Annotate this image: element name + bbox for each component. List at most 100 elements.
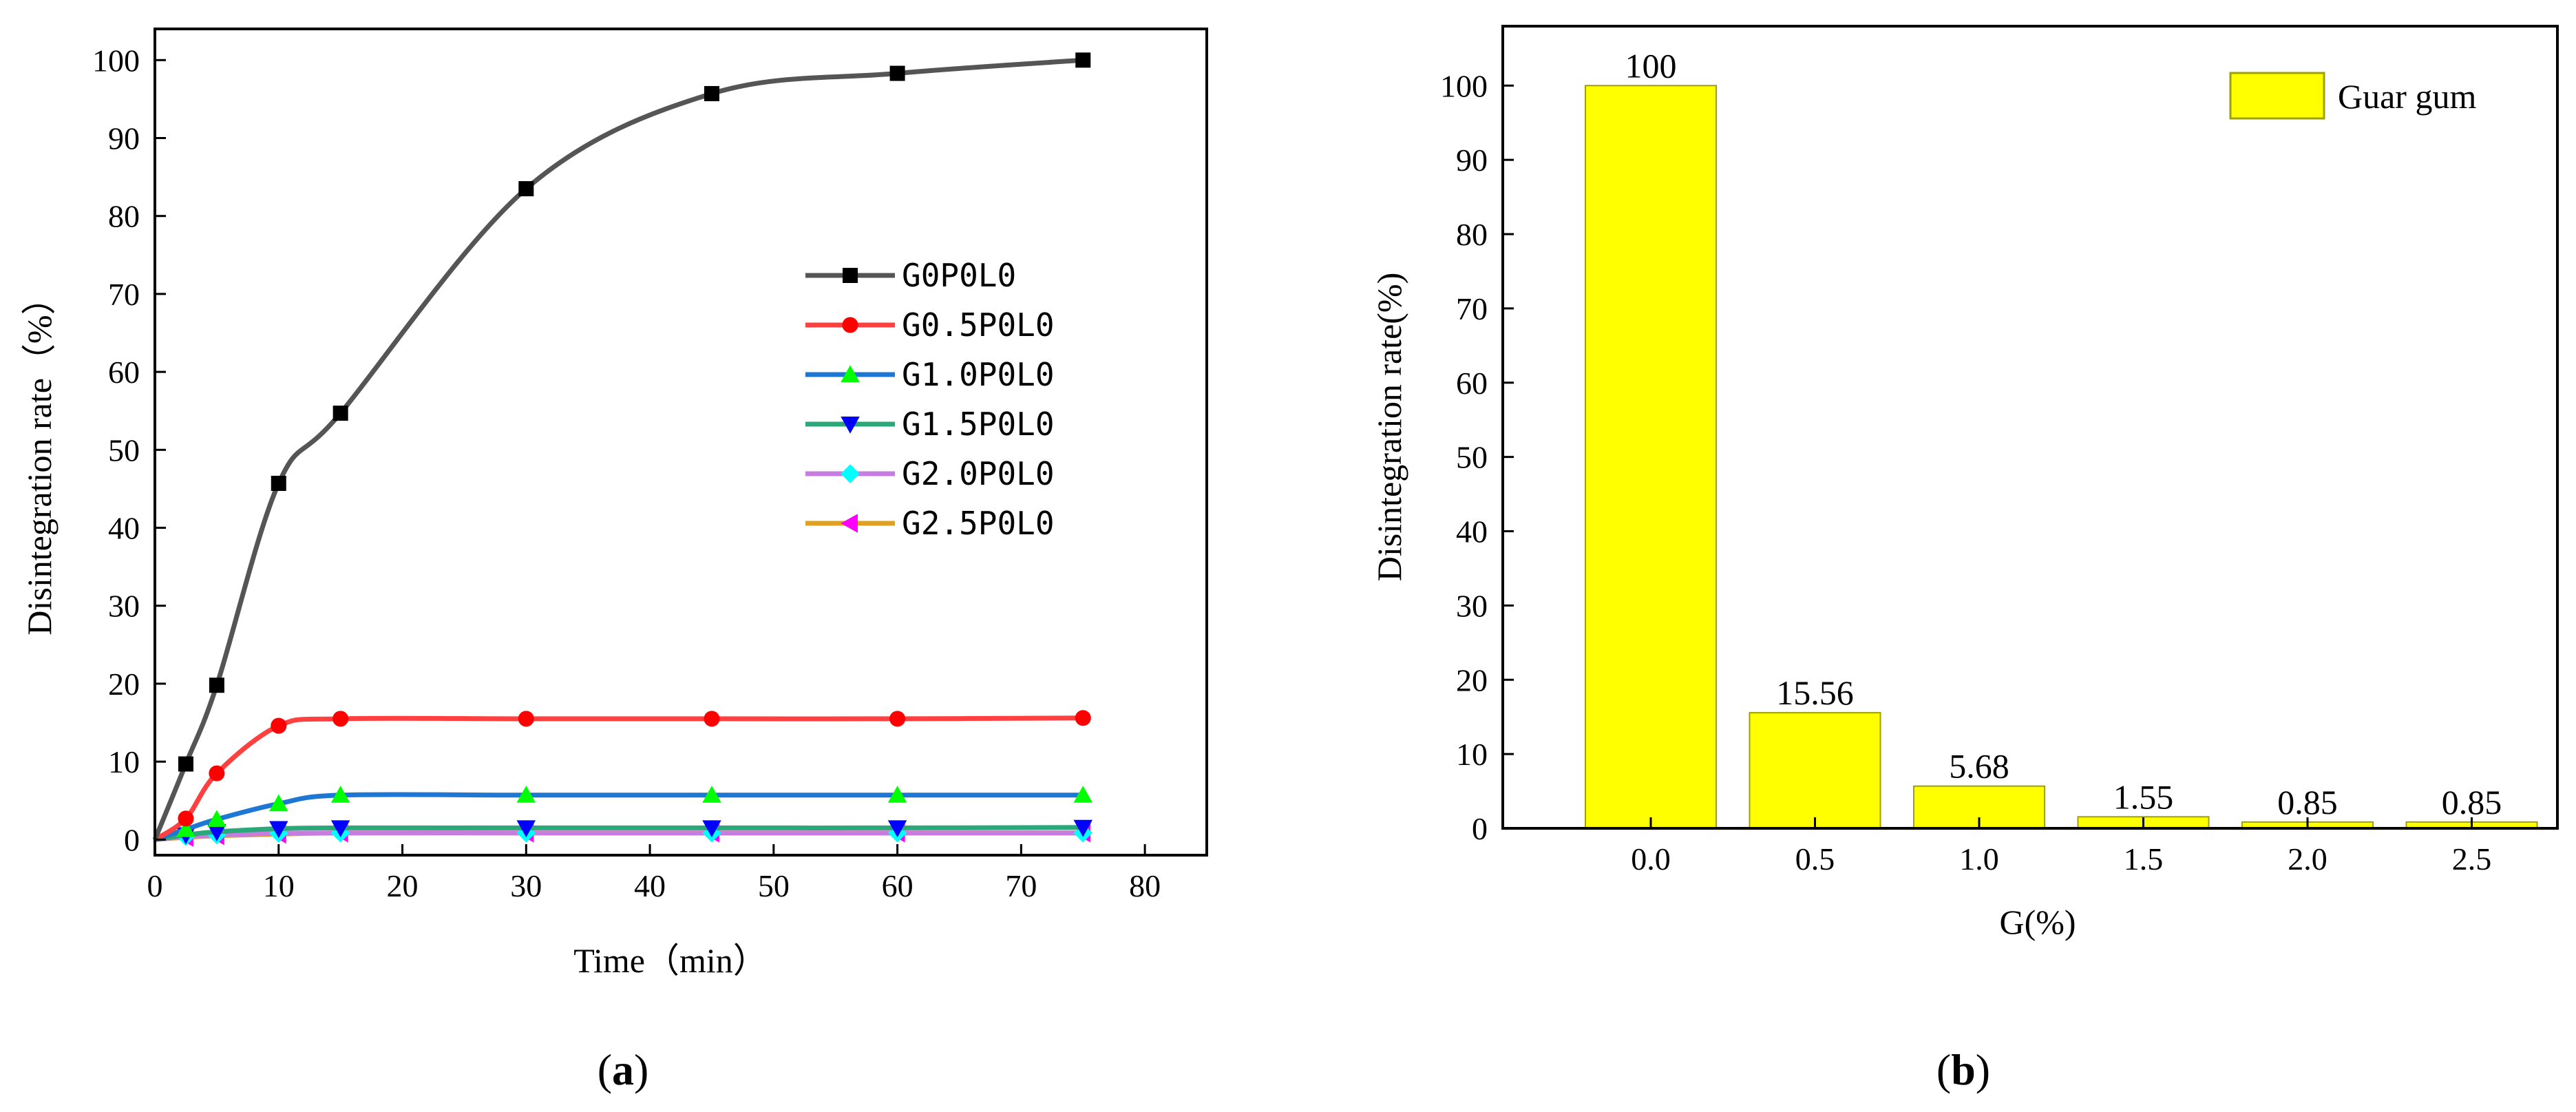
panel-a-data-point [330,786,350,803]
panel-a-y-tick-label: 60 [108,355,140,390]
panel-b-y-tick-label: 40 [1456,514,1488,549]
panel-a-y-tick-label: 10 [108,744,140,779]
panel-a-data-point [271,717,287,734]
panel-a-x-tick-label: 70 [1005,868,1037,903]
panel-b-data-label: 100 [1625,46,1677,85]
panel-a-legend-item: G0P0L0 [805,257,1016,294]
panel-a-data-point [1075,710,1091,726]
panel-a-series-line [152,57,1084,841]
panel-a-data-point [332,406,348,421]
panel-a-label: (a) [598,1045,649,1094]
panel-a-data-point [176,819,196,837]
panel-b-legend: Guar gum [2229,72,2476,120]
panel-b-bar-chart: 0 10 20 30 40 50 60 70 80 90 100 100 0.0 15.56 0.5 5.68… [1370,25,2559,1094]
panel-a-data-point [1073,786,1092,803]
panel-a-series-line [154,830,1084,842]
panel-a-x-tick-label: 10 [263,868,295,903]
panel-a-legend-label: G1.5P0L0 [902,406,1055,443]
panel-a-x-tick-label: 60 [882,868,914,903]
panel-b-x-tick-label: 2.5 [2452,841,2492,877]
panel-a-plot-frame [154,28,1208,857]
panel-a-data-point [1075,52,1091,68]
panel-b-x-axis-label: G(%) [1999,903,2076,941]
panel-b-y-tick-label: 0 [1472,811,1488,846]
panel-a-data-point [887,786,907,803]
panel-a-x-tick-label: 0 [147,868,163,903]
panel-a-data-point [516,786,536,803]
panel-b-y-tick-label: 50 [1456,440,1488,475]
panel-a-data-point [178,810,194,827]
panel-a-data-point [209,678,224,693]
panel-a-data-point [1073,819,1092,837]
panel-a-data-point [207,824,226,841]
panel-b-bar [1749,712,1881,829]
panel-a-data-point [269,794,288,812]
panel-a-x-axis-label: Time（min） [573,941,768,980]
panel-b-data-label: 5.68 [1949,747,2009,786]
panel-a-legend-item: G2.0P0L0 [805,455,1055,492]
panel-a-legend-item: G0.5P0L0 [805,306,1055,344]
panel-b-y-tick-label: 10 [1456,737,1488,772]
panel-b-legend-label: Guar gum [2338,77,2476,116]
panel-a-data-point [209,765,225,781]
panel-a-legend-marker [843,268,858,283]
panel-b-bar [1585,85,1717,830]
panel-a-legend-label: G0.5P0L0 [902,306,1055,344]
panel-b-data-label: 1.55 [2113,777,2174,816]
panel-a-data-point [889,65,905,81]
panel-b-y-tick-label: 30 [1456,588,1488,623]
panel-a-y-tick-label: 100 [92,43,140,78]
panel-b-label: (b) [1936,1045,1990,1094]
panel-a-data-point [889,711,906,727]
panel-a-line-chart: 0 10 20 30 40 50 60 70 800102030405060708090100 … [20,28,1208,1094]
panel-b-data-label: 15.56 [1776,673,1854,712]
panel-b-plot-frame [1501,25,2559,830]
panel-a-data-point [887,820,907,838]
panel-a-data-point [516,820,536,838]
panel-b-y-tick-label: 60 [1456,366,1488,401]
panel-a-x-tick-label: 30 [510,868,542,903]
panel-a-data-point [207,810,226,827]
panel-a-legend-item: G2.5P0L0 [805,505,1055,542]
panel-a-y-axis-label: Disintegration rate（%） [20,280,59,635]
panel-a-y-tick-label: 80 [108,199,140,234]
panel-a-x-tick-label: 80 [1129,868,1161,903]
panel-a-y-tick-label: 90 [108,120,140,156]
panel-a-legend-marker [842,317,858,333]
panel-b-data-label: 0.85 [2442,783,2502,821]
panel-a-legend-label: G2.5P0L0 [902,505,1055,542]
panel-a-legend: G0P0L0 G0.5P0L0 G1.0P0L0 G1.5P0L0 G2.0P0L0 G2… [805,257,1055,542]
panel-a-series-1 [154,710,1091,842]
panel-a-y-tick-label: 0 [124,822,140,857]
panel-b-x-tick-label: 0.5 [1795,841,1835,877]
panel-a-legend-label: G0P0L0 [902,257,1016,294]
panel-a-legend-marker [841,514,858,533]
panel-b-data-label: 0.85 [2277,783,2338,821]
panel-a-legend-item: G1.5P0L0 [805,406,1055,443]
panel-b-x-tick-label: 2.0 [2288,841,2327,877]
panel-a-y-tick-label: 40 [108,511,140,546]
panel-a-y-tick-label: 20 [108,667,140,702]
panel-a-data-point [269,821,288,839]
panel-a-y-tick-label: 70 [108,277,140,312]
panel-b-x-tick-label: 1.5 [2124,841,2164,877]
panel-a-data-point [704,711,720,727]
panel-b-y-tick-label: 70 [1456,291,1488,326]
panel-b-legend-swatch [2229,72,2325,120]
panel-a-legend-label: G2.0P0L0 [902,455,1055,492]
panel-b-y-axis-label: Disintegration rate(%) [1370,273,1408,581]
panel-a-x-tick-label: 40 [634,868,666,903]
panel-a-series-0 [152,52,1091,841]
panel-b-y-tick-label: 20 [1456,662,1488,697]
panel-a-series-line [154,715,1084,842]
panel-a-legend-item: G1.0P0L0 [805,356,1055,393]
panel-b-y-tick-label: 100 [1440,68,1488,103]
panel-a-legend-marker [841,464,860,483]
panel-a-data-point [702,786,721,803]
panel-a-legend-marker [841,365,860,382]
panel-a-data-point [330,820,350,838]
panel-b-x-tick-label: 0.0 [1631,841,1671,877]
panel-a-y-tick-label: 50 [108,432,140,468]
panel-a-data-point [518,711,534,727]
